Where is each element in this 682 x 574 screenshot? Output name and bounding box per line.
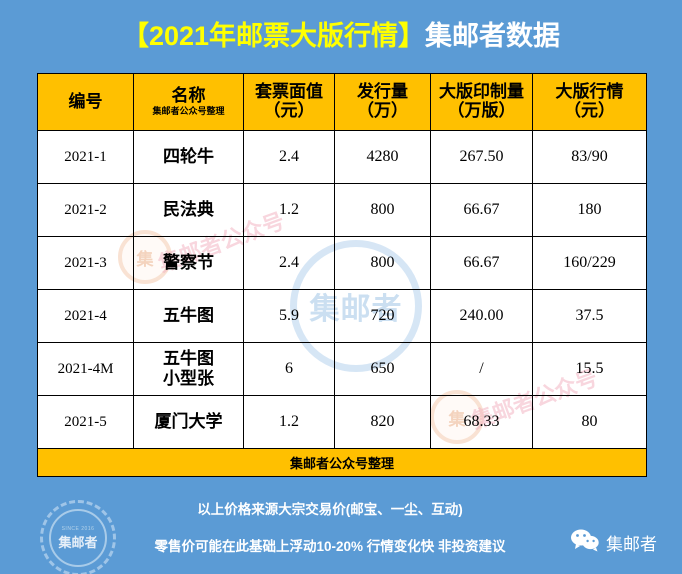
cell-name: 五牛图: [133, 289, 244, 343]
cell-name: 厦门大学: [133, 395, 244, 449]
table-row: 2021-4 五牛图 5.9 720 240.00 37.5: [37, 289, 647, 343]
table-row: 2021-2 民法典 1.2 800 66.67 180: [37, 183, 647, 237]
cell-name: 四轮牛: [133, 130, 244, 184]
column-header-code-main: 编号: [68, 91, 103, 111]
column-header-sheet-price-main: 大版行情: [555, 82, 624, 102]
cell-face-value: 2.4: [243, 236, 335, 290]
cell-issue-qty: 800: [334, 236, 431, 290]
table-footer-label: 集邮者公众号整理: [37, 448, 647, 477]
cell-sheet-price: 15.5: [532, 342, 647, 396]
column-header-sheet-print-unit: （万版）: [447, 101, 516, 120]
wechat-icon: [570, 528, 600, 557]
cell-face-value: 1.2: [243, 395, 335, 449]
table-footer-row: 集邮者公众号整理: [37, 448, 647, 477]
brand-stamp-name: 集邮者: [58, 534, 98, 550]
column-header-sheet-price-unit: （元）: [564, 101, 615, 120]
column-header-sheet-print: 大版印制量 （万版）: [430, 73, 533, 131]
cell-code: 2021-3: [37, 236, 134, 290]
brand-stamp-icon: SINCE 2016 集邮者: [40, 500, 116, 574]
cell-face-value: 2.4: [243, 130, 335, 184]
cell-sheet-price: 160/229: [532, 236, 647, 290]
column-header-face-value: 套票面值 （元）: [243, 73, 335, 131]
cell-sheet-print: 68.33: [430, 395, 533, 449]
page-title-rest: 集邮者数据: [425, 21, 561, 51]
table-header-row: 编号 名称 集邮者公众号整理 套票面值 （元） 发行量 （万）: [37, 73, 647, 131]
column-header-face-value-main: 套票面值: [255, 82, 323, 102]
cell-issue-qty: 800: [334, 183, 431, 237]
cell-sheet-price: 180: [532, 183, 647, 237]
cell-sheet-print: 240.00: [430, 289, 533, 343]
column-header-sheet-print-main: 大版印制量: [439, 82, 524, 102]
cell-sheet-print: /: [430, 342, 533, 396]
cell-sheet-print: 66.67: [430, 183, 533, 237]
cell-code: 2021-4M: [37, 342, 134, 396]
cell-issue-qty: 720: [334, 289, 431, 343]
cell-face-value: 6: [243, 342, 335, 396]
page-title-highlight: 【2021年邮票大版行情】: [121, 21, 426, 51]
column-header-name-main: 名称: [171, 85, 206, 105]
column-header-issue-qty-main: 发行量: [357, 82, 408, 102]
column-header-issue-qty-unit: （万）: [357, 101, 408, 120]
table-body: 2021-1 四轮牛 2.4 4280 267.50 83/90 2021-2 …: [37, 130, 647, 449]
table-footer: 集邮者公众号整理: [37, 448, 647, 477]
column-header-issue-qty: 发行量 （万）: [334, 73, 431, 131]
cell-sheet-print: 267.50: [430, 130, 533, 184]
column-header-face-value-unit: （元）: [263, 101, 315, 120]
cell-sheet-price: 37.5: [532, 289, 647, 343]
table-row: 2021-3 警察节 2.4 800 66.67 160/229: [37, 236, 647, 290]
wechat-account-label: 集邮者: [606, 535, 657, 554]
page-title: 【2021年邮票大版行情】集邮者数据: [0, 0, 682, 73]
table-row: 2021-5 厦门大学 1.2 820 68.33 80: [37, 395, 647, 449]
cell-issue-qty: 4280: [334, 130, 431, 184]
wechat-account: 集邮者: [570, 528, 657, 557]
cell-sheet-print: 66.67: [430, 236, 533, 290]
footer-notes: 以上价格来源大宗交易价(邮宝、一尘、互动) 零售价可能在此基础上浮动10-20%…: [120, 502, 540, 555]
cell-code: 2021-4: [37, 289, 134, 343]
column-header-name: 名称 集邮者公众号整理: [133, 73, 244, 131]
cell-face-value: 5.9: [243, 289, 335, 343]
cell-sheet-price: 80: [532, 395, 647, 449]
cell-issue-qty: 650: [334, 342, 431, 396]
footer-note-disclaimer: 零售价可能在此基础上浮动10-20% 行情变化快 非投资建议: [154, 538, 506, 554]
table-row: 2021-4M 五牛图 小型张 6 650 / 15.5: [37, 342, 647, 396]
table-row: 2021-1 四轮牛 2.4 4280 267.50 83/90: [37, 130, 647, 184]
column-header-name-sub: 集邮者公众号整理: [152, 106, 225, 117]
cell-issue-qty: 820: [334, 395, 431, 449]
column-header-code: 编号: [37, 73, 134, 131]
brand-stamp-since: SINCE 2016: [61, 525, 95, 532]
stamp-price-table: 编号 名称 集邮者公众号整理 套票面值 （元） 发行量 （万）: [37, 73, 647, 477]
cell-name: 警察节: [133, 236, 244, 290]
cell-name: 五牛图 小型张: [133, 342, 244, 396]
cell-code: 2021-1: [37, 130, 134, 184]
column-header-sheet-price: 大版行情 （元）: [532, 73, 647, 131]
cell-face-value: 1.2: [243, 183, 335, 237]
cell-code: 2021-5: [37, 395, 134, 449]
cell-sheet-price: 83/90: [532, 130, 647, 184]
cell-name: 民法典: [133, 183, 244, 237]
cell-code: 2021-2: [37, 183, 134, 237]
footer-note-source: 以上价格来源大宗交易价(邮宝、一尘、互动): [197, 502, 463, 517]
